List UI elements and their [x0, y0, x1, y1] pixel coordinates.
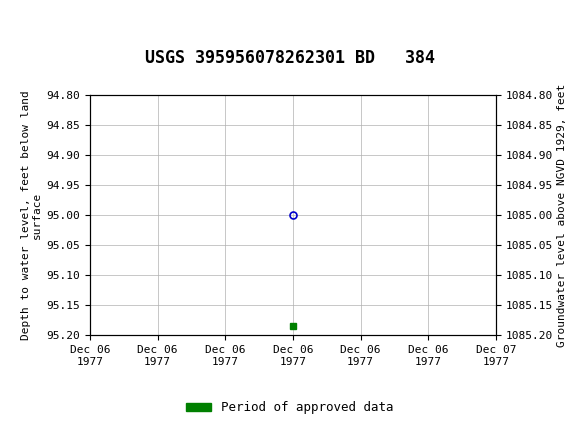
Legend: Period of approved data: Period of approved data: [181, 396, 399, 419]
Y-axis label: Groundwater level above NGVD 1929, feet: Groundwater level above NGVD 1929, feet: [557, 83, 567, 347]
Text: USGS 395956078262301 BD   384: USGS 395956078262301 BD 384: [145, 49, 435, 67]
Y-axis label: Depth to water level, feet below land
surface: Depth to water level, feet below land su…: [21, 90, 42, 340]
Text: USGS: USGS: [61, 10, 116, 28]
